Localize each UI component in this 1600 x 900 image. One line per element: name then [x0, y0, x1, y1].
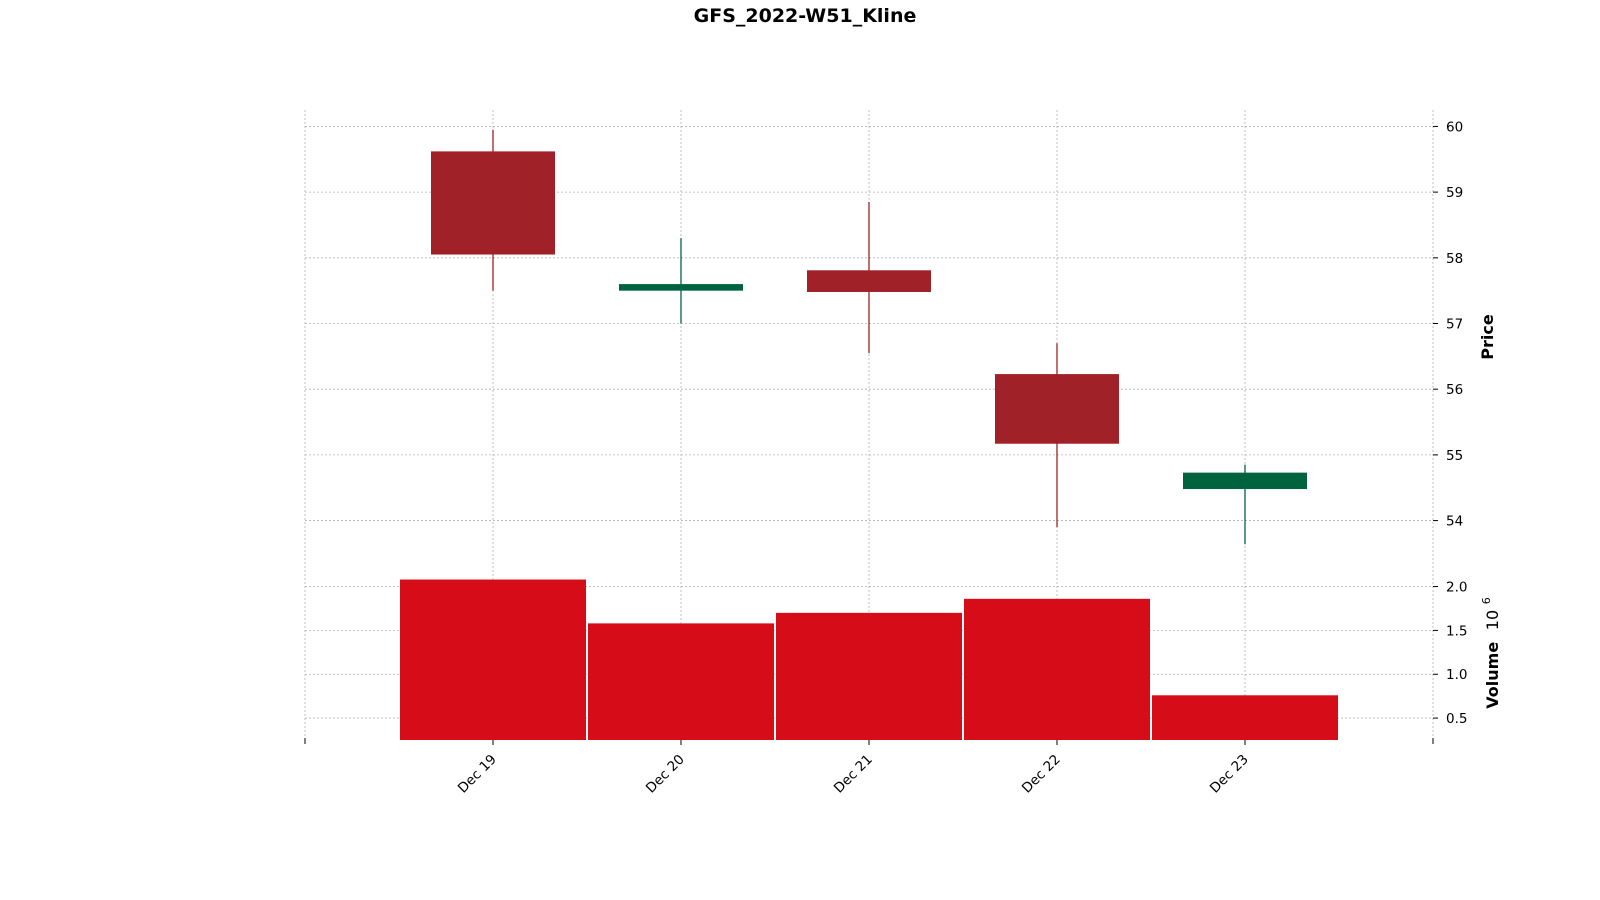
- svg-text:Volume 10 6: Volume 10 6: [1480, 597, 1502, 708]
- volume-axis-label-group: Volume 10 6: [1480, 597, 1502, 708]
- price-axis-label: Price: [1478, 314, 1497, 360]
- volume-bar: [776, 612, 962, 740]
- volume-panel: 0.5 1.0 1.5 2.0: [304, 562, 1467, 740]
- volume-tick-label: 0.5: [1446, 711, 1467, 727]
- volume-tick-label: 1.0: [1446, 667, 1467, 683]
- x-tick-label: Dec 23: [1207, 752, 1252, 797]
- price-tick-label: 58: [1446, 251, 1463, 267]
- price-tick-label: 60: [1446, 119, 1463, 135]
- candle-body: [995, 374, 1119, 444]
- volume-bar: [400, 579, 586, 740]
- x-tick-label: Dec 20: [643, 752, 688, 797]
- candle: [807, 201, 931, 354]
- price-panel: 54 55 56 57 58 59 60: [304, 110, 1463, 560]
- x-axis: Dec 19 Dec 20 Dec 21 Dec 22 Dec 23: [304, 738, 1434, 797]
- candle: [619, 238, 743, 324]
- candle-body: [1183, 472, 1307, 490]
- price-tick-label: 56: [1446, 382, 1463, 398]
- x-tick-label: Dec 19: [455, 752, 500, 797]
- price-tick-label: 59: [1446, 185, 1463, 201]
- chart-title: GFS_2022-W51_Kline: [694, 5, 917, 27]
- volume-axis-exponent: 6: [1480, 597, 1493, 604]
- candle-body: [807, 270, 931, 292]
- price-tick-label: 54: [1446, 514, 1463, 530]
- volume-bar: [1152, 695, 1338, 740]
- x-tick-label: Dec 22: [1019, 752, 1064, 797]
- candle-body: [619, 284, 743, 291]
- volume-axis-label: Volume: [1483, 642, 1502, 709]
- volume-bar: [964, 598, 1150, 740]
- volume-tick-label: 2.0: [1446, 580, 1467, 596]
- volume-tick-label: 1.5: [1446, 623, 1467, 639]
- price-tick-label: 55: [1446, 448, 1463, 464]
- volume-bar: [588, 623, 774, 740]
- candle: [1183, 464, 1307, 545]
- candle: [431, 129, 555, 291]
- candle: [995, 343, 1119, 528]
- price-tick-label: 57: [1446, 317, 1463, 333]
- x-tick-label: Dec 21: [831, 752, 876, 797]
- volume-axis-multiplier: 10: [1483, 610, 1502, 630]
- candle-body: [431, 151, 555, 255]
